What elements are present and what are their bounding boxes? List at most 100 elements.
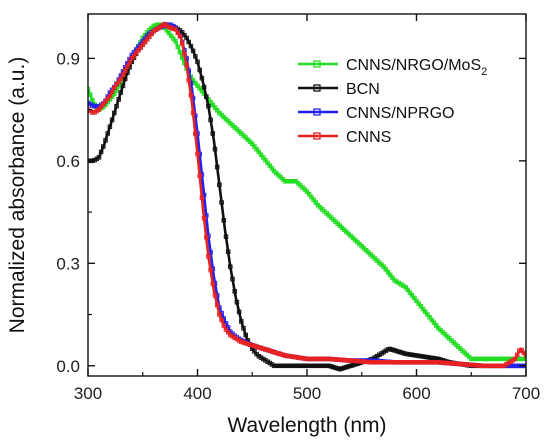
data-point bbox=[241, 325, 246, 331]
legend-marker bbox=[313, 60, 321, 68]
data-point bbox=[197, 173, 202, 179]
data-point bbox=[105, 131, 110, 136]
data-point bbox=[118, 90, 124, 95]
x-tick-label: 500 bbox=[293, 384, 321, 403]
data-point bbox=[206, 254, 211, 259]
data-point bbox=[197, 67, 202, 73]
series-line-bcn bbox=[88, 22, 526, 371]
data-point bbox=[122, 76, 128, 82]
data-point bbox=[230, 276, 235, 282]
data-point bbox=[212, 146, 218, 152]
data-point bbox=[523, 353, 526, 358]
data-point bbox=[175, 44, 181, 50]
data-point bbox=[179, 41, 185, 46]
data-point bbox=[221, 218, 227, 223]
data-point bbox=[107, 93, 113, 99]
y-axis-title: Normalized absorbance (a.u.) bbox=[6, 57, 29, 334]
legend-label-main: BCN bbox=[346, 81, 380, 98]
data-point bbox=[195, 151, 200, 157]
series-cnns bbox=[88, 21, 526, 369]
legend-label-main: CNNS bbox=[346, 129, 391, 146]
data-point bbox=[184, 35, 189, 41]
series-layer bbox=[88, 21, 526, 372]
series-bcn bbox=[88, 21, 526, 372]
data-point bbox=[214, 302, 220, 308]
data-point bbox=[210, 131, 216, 136]
legend-label: CNNS bbox=[346, 129, 391, 146]
data-point bbox=[236, 309, 242, 315]
axis-layer: 300 400 500 600 700 0.0 0.3 0.6 0.9 Wavelength (n… bbox=[6, 13, 540, 437]
data-point bbox=[512, 356, 518, 362]
data-point bbox=[101, 144, 106, 149]
data-point bbox=[208, 267, 213, 273]
data-point bbox=[214, 164, 220, 170]
data-point bbox=[182, 52, 187, 57]
data-point bbox=[243, 332, 248, 338]
data-point bbox=[188, 43, 194, 49]
data-point bbox=[234, 299, 240, 305]
data-point bbox=[523, 356, 526, 362]
data-point bbox=[239, 319, 244, 324]
data-point bbox=[195, 59, 200, 65]
legend: CNNS/NRGO/MoS2 BCN CNNS/NPRGO CNNS bbox=[298, 57, 487, 146]
data-point bbox=[199, 195, 205, 200]
data-point bbox=[232, 289, 237, 294]
data-point bbox=[201, 84, 207, 90]
data-point bbox=[206, 103, 211, 109]
data-point bbox=[116, 97, 121, 102]
data-point bbox=[228, 264, 233, 269]
data-point bbox=[120, 72, 126, 78]
data-point bbox=[122, 68, 128, 73]
data-point bbox=[217, 312, 222, 317]
legend-entry-cnns: CNNS bbox=[298, 129, 391, 146]
data-point bbox=[210, 281, 216, 287]
data-point bbox=[177, 49, 183, 55]
data-point bbox=[177, 33, 183, 39]
data-point bbox=[208, 117, 213, 123]
data-point bbox=[103, 138, 108, 143]
data-point bbox=[190, 110, 196, 116]
data-point bbox=[90, 97, 95, 103]
y-tick-label: 0.0 bbox=[56, 357, 80, 376]
data-point bbox=[221, 323, 227, 328]
legend-label-main: CNNS/NPRGO bbox=[346, 105, 454, 122]
data-point bbox=[120, 83, 126, 88]
data-point bbox=[186, 78, 191, 83]
data-point bbox=[201, 215, 207, 221]
x-tick-label: 400 bbox=[183, 384, 211, 403]
data-point bbox=[217, 182, 222, 188]
y-tick-label: 0.3 bbox=[56, 254, 80, 273]
data-point bbox=[223, 234, 229, 239]
data-point bbox=[193, 54, 198, 59]
data-point bbox=[125, 64, 130, 69]
x-tick-label: 300 bbox=[74, 384, 102, 403]
data-point bbox=[186, 39, 191, 45]
legend-marker bbox=[313, 84, 321, 92]
legend-label: BCN bbox=[346, 81, 380, 98]
legend-marker bbox=[313, 108, 321, 116]
data-point bbox=[107, 124, 113, 129]
x-axis-title: Wavelength (nm) bbox=[227, 414, 386, 437]
x-tick-label: 700 bbox=[512, 384, 540, 403]
data-point bbox=[212, 293, 218, 298]
data-point bbox=[109, 89, 115, 95]
data-point bbox=[199, 75, 205, 81]
y-tick-label: 0.6 bbox=[56, 152, 80, 171]
legend-label-main: CNNS/NRGO/MoS bbox=[346, 57, 481, 74]
data-point bbox=[96, 155, 102, 160]
legend-label: CNNS/NRGO/MoS2 bbox=[346, 57, 487, 78]
data-point bbox=[193, 131, 198, 136]
data-point bbox=[98, 149, 104, 155]
data-point bbox=[188, 93, 194, 98]
data-point bbox=[219, 200, 224, 205]
data-point bbox=[204, 94, 209, 99]
data-point bbox=[118, 76, 124, 82]
y-tick-label: 0.9 bbox=[56, 49, 80, 68]
legend-label-subscript: 2 bbox=[481, 66, 487, 78]
x-tick-label: 600 bbox=[402, 384, 430, 403]
data-point bbox=[127, 60, 132, 65]
data-point bbox=[109, 117, 115, 123]
data-point bbox=[514, 352, 520, 358]
legend-entry-cnns-nrgo-mos2: CNNS/NRGO/MoS2 bbox=[298, 57, 487, 78]
legend-entry-bcn: BCN bbox=[298, 81, 380, 98]
